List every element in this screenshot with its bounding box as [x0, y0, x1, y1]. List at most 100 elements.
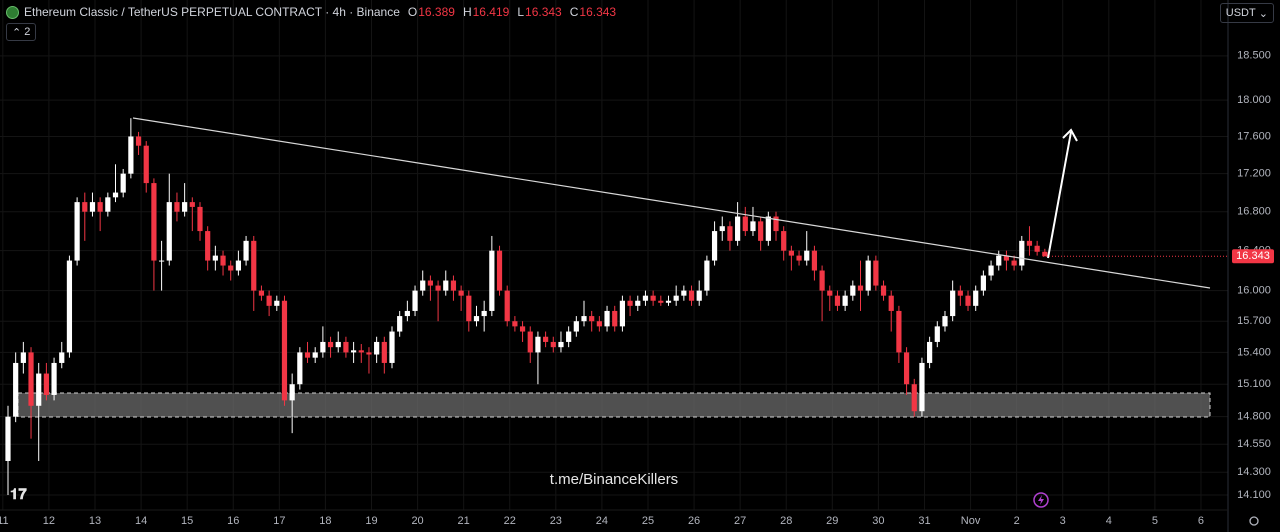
ohlc-value: 16.343 [579, 5, 617, 19]
candle-body [519, 326, 526, 332]
candle-body [205, 231, 211, 261]
candle-body [182, 202, 188, 212]
ohlc-value: 16.389 [418, 5, 455, 19]
candle-body [243, 240, 249, 261]
x-tick-label: 18 [319, 515, 331, 527]
candle-body [581, 316, 587, 322]
y-tick-label: 15.400 [1237, 346, 1271, 358]
candle-body [711, 231, 718, 261]
candle-body [105, 197, 111, 212]
candle-body [504, 290, 510, 322]
candle-body [420, 280, 426, 291]
candle-body [619, 300, 626, 327]
candle-body [281, 300, 288, 401]
indicator-count: 2 [24, 26, 31, 38]
candle-body [811, 250, 818, 271]
settings-icon[interactable] [1249, 516, 1259, 526]
candle-body [1042, 251, 1048, 257]
candle-body [527, 331, 533, 353]
candle-body [443, 280, 449, 291]
candle-body [404, 310, 410, 317]
candle-body [642, 295, 649, 301]
x-tick-label: 2 [1014, 515, 1020, 527]
candle-body [5, 416, 11, 461]
y-tick-label: 15.100 [1237, 378, 1271, 390]
candle-body [43, 373, 49, 395]
candle-body [435, 285, 441, 291]
candle-body [965, 295, 971, 306]
symbol-header: Ethereum Classic / TetherUS PERPETUAL CO… [6, 4, 616, 20]
candle-body [235, 260, 241, 271]
candle-body [888, 295, 894, 311]
projection-arrow [1047, 131, 1072, 259]
ohlc-key: O [407, 5, 418, 19]
symbol-icon [6, 5, 19, 19]
candle-body [28, 352, 34, 406]
candle-body [112, 192, 119, 198]
x-tick-label: 3 [1060, 515, 1066, 527]
candle-body [89, 202, 96, 212]
candle-body [397, 316, 403, 332]
candles [5, 118, 1048, 496]
candle-body [151, 183, 157, 261]
candle-body [596, 321, 602, 327]
candle-body [197, 206, 203, 232]
x-tick-label: 6 [1198, 515, 1204, 527]
candle-body [496, 250, 503, 291]
candle-body [481, 310, 487, 317]
x-tick-label: 22 [504, 515, 516, 527]
candle-body [266, 295, 272, 306]
candle-body [865, 260, 871, 291]
currency-select[interactable]: USDT ⌄ [1219, 3, 1274, 23]
candle-body [658, 300, 664, 303]
candle-body [566, 331, 572, 342]
candle-body [873, 260, 879, 286]
last-price-tag [1232, 249, 1274, 264]
candle-body [135, 136, 142, 146]
candle-body [343, 341, 349, 353]
y-tick-label: 18.500 [1237, 50, 1271, 62]
candle-body [980, 275, 986, 291]
candle-body [473, 316, 480, 322]
candle-body [74, 202, 80, 261]
candle-body [212, 255, 218, 261]
indicator-toggle[interactable]: ⌃ 2 [6, 23, 37, 41]
x-tick-label: 24 [596, 515, 608, 527]
x-tick-label: 29 [826, 515, 838, 527]
candle-body [412, 290, 418, 311]
candle-body [66, 260, 73, 353]
candle-body [650, 295, 656, 301]
x-tick-label: 17 [273, 515, 285, 527]
x-tick-label: 31 [918, 515, 930, 527]
candle-body [458, 290, 464, 296]
candle-body [589, 316, 595, 322]
candle-body [312, 352, 318, 358]
candle-body [857, 285, 864, 291]
ohlc-value: 16.343 [525, 5, 562, 19]
candle-body [59, 352, 65, 363]
lightning-icon[interactable] [1033, 492, 1049, 508]
candle-body [228, 265, 234, 271]
lightning-glyph [1038, 495, 1044, 505]
y-tick-label: 17.200 [1237, 168, 1271, 180]
candle-body [1026, 240, 1033, 246]
candle-body [988, 265, 994, 276]
x-tick-label: 20 [411, 515, 423, 527]
ohlc-key: H [462, 5, 472, 19]
candle-body [681, 290, 687, 296]
candle-body [128, 136, 134, 174]
y-tick-label: 16.000 [1237, 285, 1271, 297]
candle-body [327, 341, 334, 348]
candle-body [773, 216, 779, 232]
arrow-head [1062, 128, 1078, 142]
candle-body [143, 145, 149, 184]
candle-body [489, 250, 495, 311]
candle-body [120, 173, 126, 193]
candle-body [1011, 260, 1017, 266]
candle-body [911, 384, 917, 412]
candle-body [535, 336, 541, 353]
y-tick-label: 17.600 [1237, 130, 1271, 142]
candle-body [704, 260, 710, 291]
